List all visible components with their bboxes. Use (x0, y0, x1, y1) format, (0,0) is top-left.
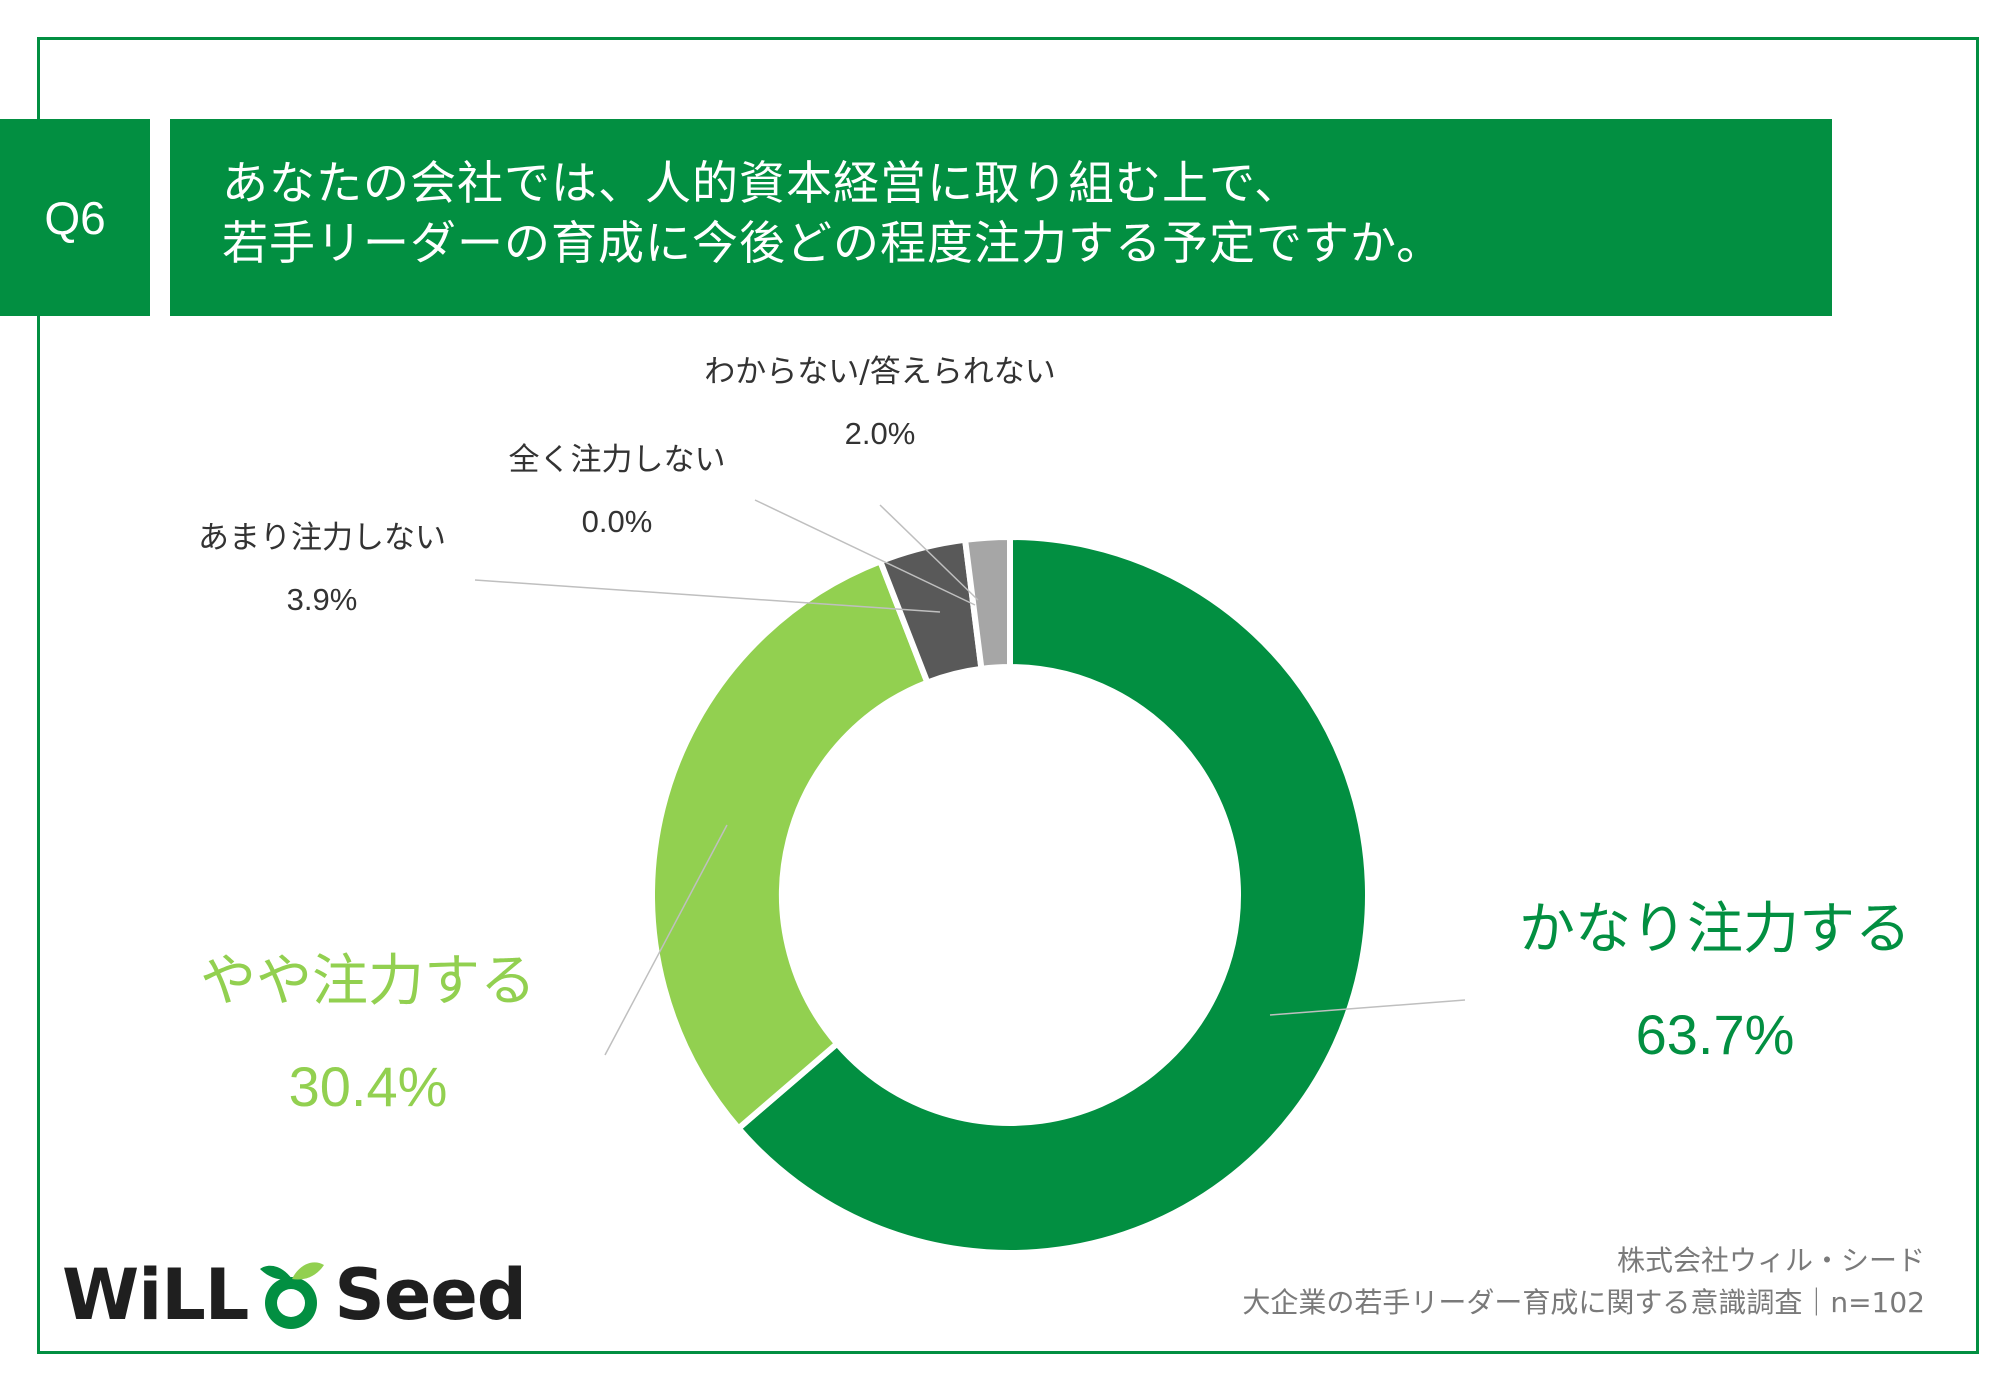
footer-survey: 大企業の若手リーダー育成に関する意識調査｜n=102 (1242, 1286, 1925, 1319)
slide-frame (37, 37, 1979, 1354)
donut-slice-5 (961, 533, 1013, 673)
question-line-2: 若手リーダーの育成に今後どの程度注力する予定ですか。 (222, 216, 1444, 270)
value-label-1: 63.7% (1636, 1003, 1795, 1066)
category-label-3: あまり注力しない (198, 520, 446, 556)
logo-text-right: Seed (334, 1254, 526, 1336)
value-label-3: 3.9% (287, 582, 358, 617)
question-box: あなたの会社では、人的資本経営に取り組む上で、 若手リーダーの育成に今後どの程度… (170, 119, 1832, 316)
sprout-icon (260, 1262, 325, 1329)
footer-company: 株式会社ウィル・シード (1616, 1244, 1925, 1277)
leader-line-3 (474, 579, 941, 613)
question-line-1: あなたの会社では、人的資本経営に取り組む上で、 (222, 156, 1302, 210)
logo-text-left: WiLL (62, 1254, 249, 1336)
donut-slice-1 (734, 533, 1371, 1256)
leader-line-5 (879, 504, 979, 601)
value-label-2: 30.4% (289, 1055, 448, 1118)
category-label-1: かなり注力する (1519, 897, 1911, 962)
donut-slices (649, 533, 1371, 1256)
category-label-4: 全く注力しない (509, 442, 726, 478)
question-number-badge: Q6 (0, 119, 150, 316)
category-label-2: やや注力する (200, 949, 536, 1014)
donut-slice-2 (649, 557, 932, 1133)
category-label-5: わからない/答えられない (704, 354, 1055, 390)
leader-line-2 (604, 824, 728, 1056)
leader-line-4 (754, 499, 976, 606)
slice-labels: かなり注力する 63.7% やや注力する 30.4% あまり注力しない 3.9% 全く注力し… (198, 354, 1911, 1118)
question-number: Q6 (44, 191, 106, 244)
leader-lines (474, 499, 1466, 1056)
willseed-logo: WiLL Seed (62, 1254, 527, 1336)
value-label-5: 2.0% (845, 416, 916, 451)
value-label-4: 0.0% (582, 504, 653, 539)
footer-credit: 株式会社ウィル・シード 大企業の若手リーダー育成に関する意識調査｜n=102 (1242, 1240, 1925, 1324)
leader-line-1 (1269, 999, 1466, 1016)
